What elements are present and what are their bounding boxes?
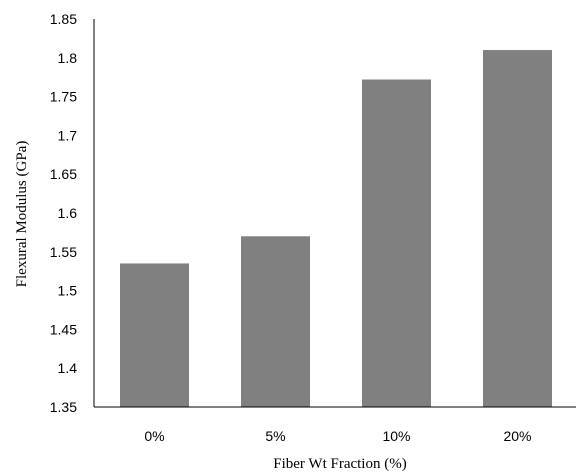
x-tick-label: 5% [265, 428, 285, 444]
y-tick-label: 1.8 [58, 50, 78, 66]
y-tick-label: 1.5 [58, 283, 78, 299]
y-tick-label: 1.65 [50, 166, 77, 182]
y-tick-label: 1.4 [58, 360, 78, 376]
x-tick-label: 20% [503, 428, 531, 444]
x-tick-label: 10% [382, 428, 410, 444]
y-tick-label: 1.35 [50, 399, 77, 415]
bar-0pct [120, 263, 189, 407]
y-tick-label: 1.45 [50, 321, 77, 337]
y-tick-label: 1.75 [50, 89, 77, 105]
y-tick-label: 1.7 [58, 127, 78, 143]
x-tick-labels: 0% 5% 10% 20% [144, 428, 531, 444]
bars [120, 50, 552, 407]
x-tick-label: 0% [144, 428, 164, 444]
bar-10pct [362, 79, 431, 407]
bar-5pct [241, 236, 310, 407]
x-axis-title: Fiber Wt Fraction (%) [273, 456, 406, 472]
y-axis-title: Flexural Modulus (GPa) [14, 141, 30, 288]
bar-20pct [483, 50, 552, 407]
y-tick-labels: 1.35 1.4 1.45 1.5 1.55 1.6 1.65 1.7 1.75 1.8 1.85 [50, 11, 77, 415]
y-tick-label: 1.6 [58, 205, 78, 221]
y-tick-label: 1.55 [50, 244, 77, 260]
y-tick-label: 1.85 [50, 11, 77, 27]
